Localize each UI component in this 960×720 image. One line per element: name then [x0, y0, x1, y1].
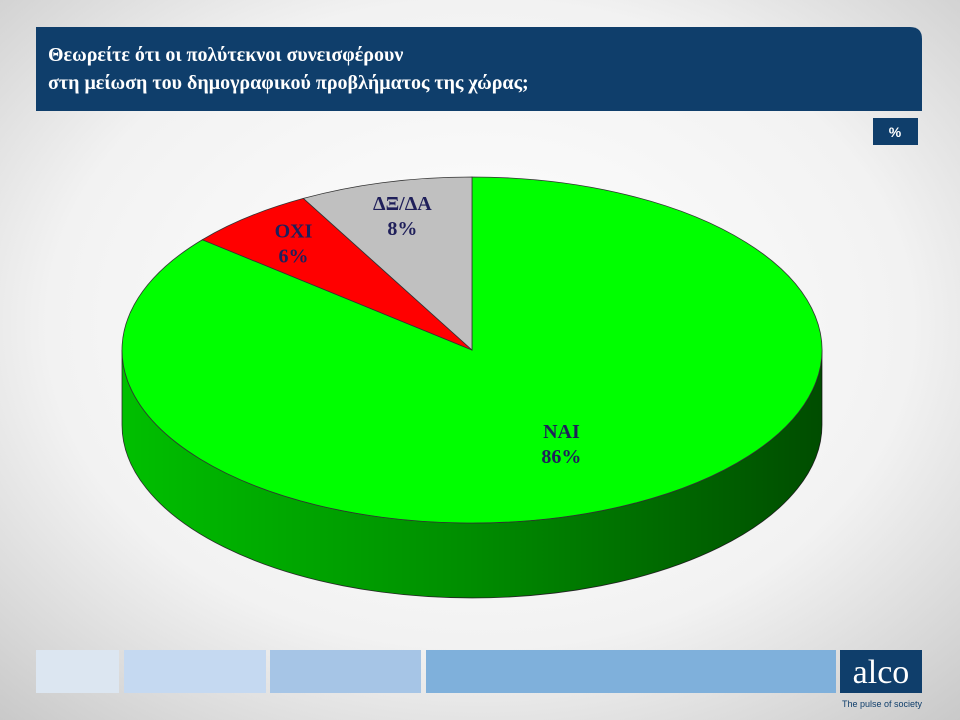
footer-bar: [36, 650, 119, 693]
chart-title: στη μείωση του δημογραφικού προβλήματος …: [48, 72, 529, 94]
slice-label: ΟΧΙ: [275, 220, 313, 242]
slice-label: ΝΑΙ: [543, 421, 580, 443]
unit-badge: [873, 118, 918, 145]
slice: [302, 176, 473, 351]
unit-badge-text: %: [889, 124, 902, 140]
pie: ΝΑΙ 86% ΟΧΙ 6% ΔΞ/ΔΑ 8%: [121, 176, 823, 599]
slice-label: ΔΞ/ΔΑ: [373, 193, 432, 215]
slice: [201, 197, 473, 351]
logo: alco: [853, 654, 910, 691]
footer-bar: [124, 650, 266, 693]
slice-value-label: 8%: [387, 218, 417, 240]
slice-value-label: 86%: [541, 446, 581, 468]
chart-title: Θεωρείτε ότι οι πολύτεκνοι συνεισφέρουν: [48, 44, 403, 66]
footer-bar: [426, 650, 836, 693]
title-box: [36, 27, 922, 111]
side-shade: [122, 350, 822, 598]
logo-box: [840, 650, 922, 693]
tagline: The pulse of society: [842, 699, 923, 709]
footer-bar: [270, 650, 421, 693]
slice-value-label: 6%: [279, 245, 309, 267]
